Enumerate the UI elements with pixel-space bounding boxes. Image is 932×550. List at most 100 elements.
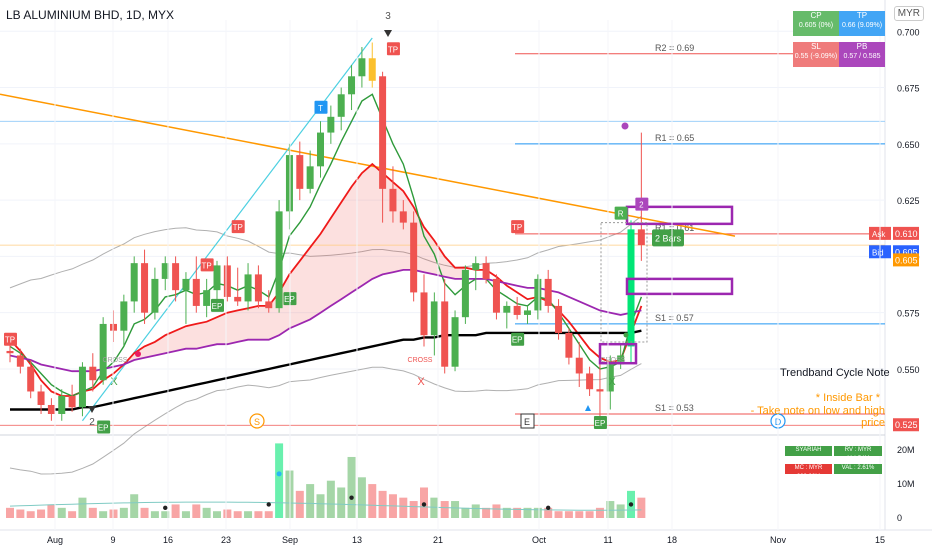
cp-value: 0.605 (0%)	[798, 22, 834, 29]
bollinger-lower-band	[9, 363, 642, 475]
inside-bar-note: * Inside Bar *	[815, 392, 880, 404]
tp-value: 0.66 (9.09%)	[841, 22, 883, 29]
candle-body	[524, 310, 531, 315]
price-tick-label: 0.575	[897, 309, 920, 319]
mc-badge: MC : MYR 263.08M	[785, 464, 832, 480]
purple-marker-bg	[635, 197, 649, 211]
bid-label: Bid	[872, 248, 884, 257]
volume-signal-dot	[628, 502, 634, 507]
volume-bar	[57, 507, 66, 518]
candle-body	[451, 317, 459, 367]
volume-bar	[78, 497, 87, 518]
two-bars-tag	[652, 229, 684, 247]
two-bars-label: 2 Bars	[655, 233, 682, 243]
sl-price: 0.525	[895, 420, 918, 430]
signal-dot	[621, 122, 629, 130]
volume-bar	[119, 507, 128, 518]
volume-bar	[6, 507, 14, 518]
wave-count-label: 3	[385, 11, 391, 22]
syariah-badge: SYARIAH	[785, 446, 832, 456]
time-tick-label: 18	[667, 535, 677, 545]
volume-bar	[554, 511, 563, 518]
symbol-title[interactable]: LB ALUMINIUM BHD, 1D, MYX	[6, 8, 175, 22]
time-tick-label: Nov	[770, 535, 787, 545]
volume-signal-dot	[266, 502, 271, 507]
ep-marker-bg	[511, 332, 525, 346]
candle-body	[172, 263, 180, 291]
candle-body	[254, 274, 262, 302]
candle-body	[461, 269, 469, 318]
pivot-level-label: R2 = 0.69	[655, 43, 694, 53]
volume-bar	[171, 504, 180, 518]
price-tick-label: 0.700	[897, 27, 920, 37]
signal-dot	[623, 332, 629, 338]
volume-bar	[285, 470, 294, 518]
candle-body	[637, 229, 645, 246]
tp-marker: TP	[5, 336, 15, 345]
volume-bar	[575, 511, 584, 518]
candle-body	[420, 292, 428, 336]
volume-ma-line	[9, 501, 642, 511]
candle-body	[78, 366, 86, 408]
time-tick-label: Aug	[47, 535, 63, 545]
down-arrow	[384, 30, 392, 37]
volume-bar	[482, 507, 491, 518]
bid-price: 0.605	[895, 247, 918, 257]
volume-bar	[326, 480, 335, 518]
ma200-line	[10, 329, 642, 411]
r-marker-bg	[614, 206, 628, 220]
volume-bar	[161, 511, 170, 518]
tp-label: TP	[856, 11, 868, 20]
price-tick-label: 0.650	[897, 140, 920, 150]
candle-body	[410, 222, 418, 293]
candle-body	[306, 166, 314, 189]
pb-label: PB	[856, 42, 868, 51]
volume-bar	[378, 490, 387, 518]
candle-body	[379, 76, 387, 189]
candle-body	[68, 395, 76, 408]
earnings-event-label: E	[524, 417, 530, 427]
candle-body	[120, 301, 128, 331]
time-tick-label: 23	[221, 535, 231, 545]
volume-bar	[213, 511, 221, 518]
candle-body	[203, 290, 211, 306]
candle-body	[575, 357, 583, 374]
volume-signal-dot	[421, 502, 427, 507]
pivot-level-label: S1 = 0.57	[655, 313, 694, 323]
currency-badge[interactable]: MYR	[893, 6, 924, 21]
volume-bar	[181, 511, 190, 518]
sl-label: SL	[811, 42, 821, 51]
pivot-level-label: R1 = 0.61	[655, 223, 694, 233]
volume-bar	[264, 511, 273, 518]
volume-bar	[68, 511, 77, 518]
inside-bar-box-low	[625, 277, 734, 296]
candle-body	[534, 278, 542, 311]
ep-marker: EP	[595, 419, 606, 428]
entry-box	[598, 342, 638, 365]
volume-bar	[585, 511, 594, 518]
candle-body	[586, 373, 594, 390]
candle-body	[275, 211, 283, 309]
volume-bar	[202, 507, 211, 518]
sl-price-bg	[893, 418, 919, 432]
earnings-event-icon	[520, 413, 535, 429]
trendline	[0, 93, 736, 237]
volume-bar	[37, 509, 46, 518]
tp-marker-bg	[511, 220, 525, 234]
tp-marker-bg	[231, 220, 245, 234]
ask-price: 0.610	[895, 229, 918, 239]
x-marker: X	[110, 376, 118, 388]
volume-bar	[233, 511, 242, 518]
last-price-bg	[893, 253, 919, 267]
candle-body	[141, 263, 149, 313]
volume-bar	[409, 501, 418, 518]
candle-body	[482, 263, 490, 279]
volume-bar	[337, 487, 346, 518]
time-tick-label: Oct	[532, 535, 547, 545]
ep-marker-bg	[211, 298, 224, 312]
volume-bar	[637, 497, 646, 518]
volume-bar	[430, 497, 439, 518]
time-tick-label: 13	[352, 535, 362, 545]
price-tick-label: 0.625	[897, 196, 920, 206]
